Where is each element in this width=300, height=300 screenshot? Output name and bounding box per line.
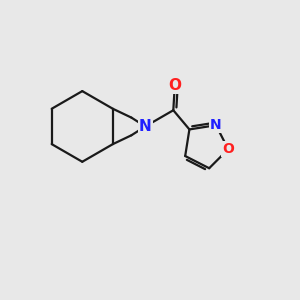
Text: N: N	[139, 119, 152, 134]
Text: O: O	[222, 142, 234, 156]
Text: N: N	[210, 118, 222, 132]
Text: O: O	[168, 78, 181, 93]
